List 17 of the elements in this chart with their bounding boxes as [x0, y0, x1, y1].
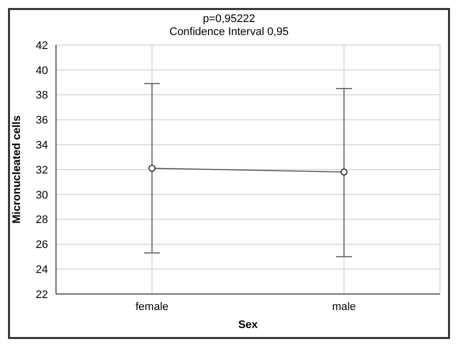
x-axis-title: Sex: [238, 319, 259, 331]
y-tick-label: 24: [36, 264, 48, 276]
y-tick-label: 28: [36, 214, 48, 226]
y-tick-label: 34: [36, 140, 48, 152]
y-tick-label: 30: [36, 189, 48, 202]
y-tick-label: 40: [36, 64, 48, 77]
y-tick-label: 22: [36, 288, 48, 301]
x-tick-label: male: [332, 300, 356, 313]
chart-title: p=0,95222: [202, 13, 256, 26]
y-tick-label: 38: [36, 90, 48, 102]
y-tick-label: 42: [36, 40, 48, 52]
y-tick-label: 32: [36, 164, 48, 176]
x-tick-label: female: [135, 300, 169, 313]
chart-subtitle: Confidence Interval 0,95: [168, 26, 290, 39]
y-axis-title: Micronucleated cells: [10, 115, 23, 224]
y-tick-label: 36: [36, 114, 48, 127]
y-tick-label: 26: [36, 239, 48, 252]
